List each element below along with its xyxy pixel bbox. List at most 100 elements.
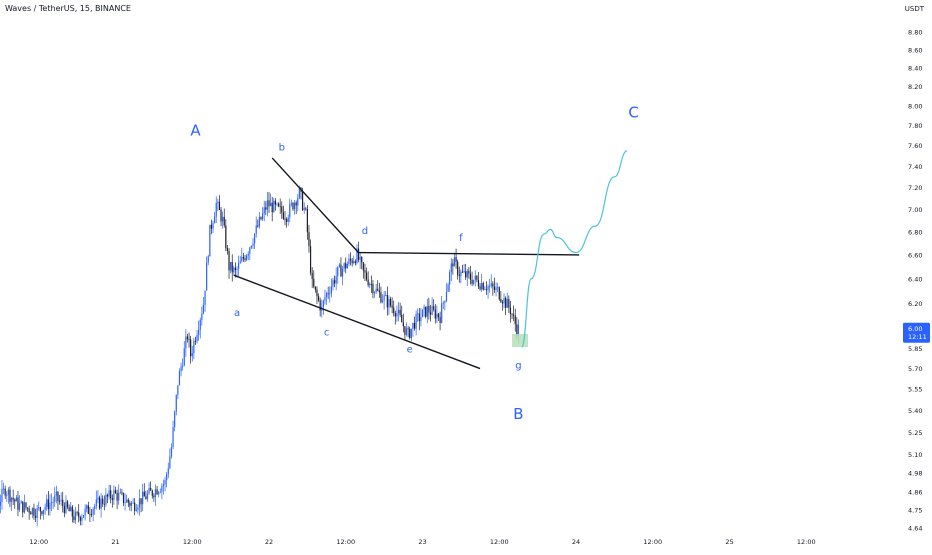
candle-body (70, 506, 72, 512)
candle-body (204, 290, 206, 305)
wave-label-e: e (407, 344, 413, 355)
candle-body (325, 293, 328, 298)
candle-body (449, 272, 451, 285)
candle-body (461, 271, 464, 273)
candle-body (516, 324, 518, 336)
candle-body (333, 280, 336, 284)
candle-body (190, 339, 192, 357)
y-tick-label: 7.00 (908, 206, 922, 214)
candle-body (26, 507, 29, 509)
candle-body (386, 295, 388, 308)
candle-body (62, 499, 64, 506)
candle-body (126, 499, 128, 503)
y-tick-label: 7.20 (908, 184, 922, 192)
candle-body (169, 456, 171, 469)
candle-body (177, 385, 179, 395)
candle-body (364, 270, 366, 273)
candle-body (228, 251, 230, 271)
candle-body (71, 506, 73, 517)
y-tick-label: 8.80 (908, 29, 922, 37)
candle-body (429, 312, 432, 315)
candle-body (425, 306, 427, 317)
candle-body (199, 319, 201, 330)
candle-body (361, 257, 363, 263)
y-tick-label: 6.20 (908, 300, 922, 308)
candle-body (375, 288, 377, 293)
candle-body (17, 497, 19, 510)
candle-body (447, 284, 449, 292)
candle-body (498, 287, 500, 300)
candle-body (46, 499, 48, 507)
y-tick-label: 6.60 (908, 251, 922, 259)
candle-body (231, 261, 233, 273)
candle-body (349, 258, 352, 261)
candle-body (132, 502, 134, 504)
candle-body (433, 306, 435, 310)
candle-body (81, 517, 83, 521)
candle-body (273, 200, 275, 213)
candle-body (327, 293, 329, 294)
candle-body (79, 517, 81, 521)
x-tick-label: 12:00 (643, 538, 662, 546)
candle-body (146, 493, 149, 500)
candle-body (388, 298, 390, 308)
candle-body (458, 274, 460, 277)
wave-label-d: d (362, 226, 368, 237)
candle-body (135, 509, 137, 511)
trendline[interactable] (271, 157, 360, 254)
candle-body (151, 490, 153, 496)
candle-body (309, 246, 312, 273)
candle-body (7, 489, 9, 495)
candle-body (54, 495, 56, 502)
candle-body (164, 480, 166, 485)
candle-body (202, 304, 205, 314)
candle-body (55, 491, 57, 496)
candle-body (391, 305, 393, 308)
wave-label-f: f (459, 233, 463, 244)
candle-body (277, 203, 280, 207)
candle-body (145, 496, 147, 500)
candle-body (493, 286, 496, 290)
candle-body (105, 494, 107, 505)
y-tick-label: 5.85 (908, 345, 922, 353)
target-zone[interactable] (512, 333, 529, 348)
candle-body (76, 512, 78, 514)
candle-body (25, 502, 27, 508)
candle-body (226, 248, 229, 252)
time-axis[interactable]: 12:00 21 12:00 22 12:00 23 12:00 24 12:00 25 12:00 (29, 538, 815, 546)
candle-body (100, 498, 102, 509)
candle-body (247, 253, 249, 256)
candle-body (343, 263, 345, 269)
candle-body (345, 263, 347, 269)
candle-body (341, 268, 344, 277)
candle-body (102, 498, 104, 504)
projection-path[interactable] (521, 150, 628, 348)
candle-body (508, 298, 510, 308)
candle-body (405, 328, 408, 335)
candle-body (346, 264, 348, 269)
trendline[interactable] (233, 274, 481, 370)
candle-body (180, 366, 182, 372)
candle-body (469, 273, 472, 280)
candle-body (41, 511, 43, 515)
candle-body (254, 233, 256, 244)
y-tick-label: 6.40 (908, 275, 922, 283)
candle-body (426, 305, 428, 317)
projection-layer (521, 150, 628, 348)
price-axis[interactable]: 8.80 8.60 8.40 8.20 8.00 7.80 7.60 7.40 7.20 7.00… (908, 29, 922, 533)
candle-body (12, 497, 14, 500)
candle-body (218, 201, 221, 210)
trendline[interactable] (358, 251, 580, 256)
candle-body (10, 497, 13, 502)
candle-body (279, 206, 281, 207)
candle-body (316, 289, 318, 297)
candle-body (241, 256, 243, 262)
candle-body (285, 219, 288, 222)
candle-body (262, 213, 264, 220)
candle-body (305, 208, 307, 210)
candle-body (389, 298, 392, 306)
candle-body (274, 200, 276, 205)
